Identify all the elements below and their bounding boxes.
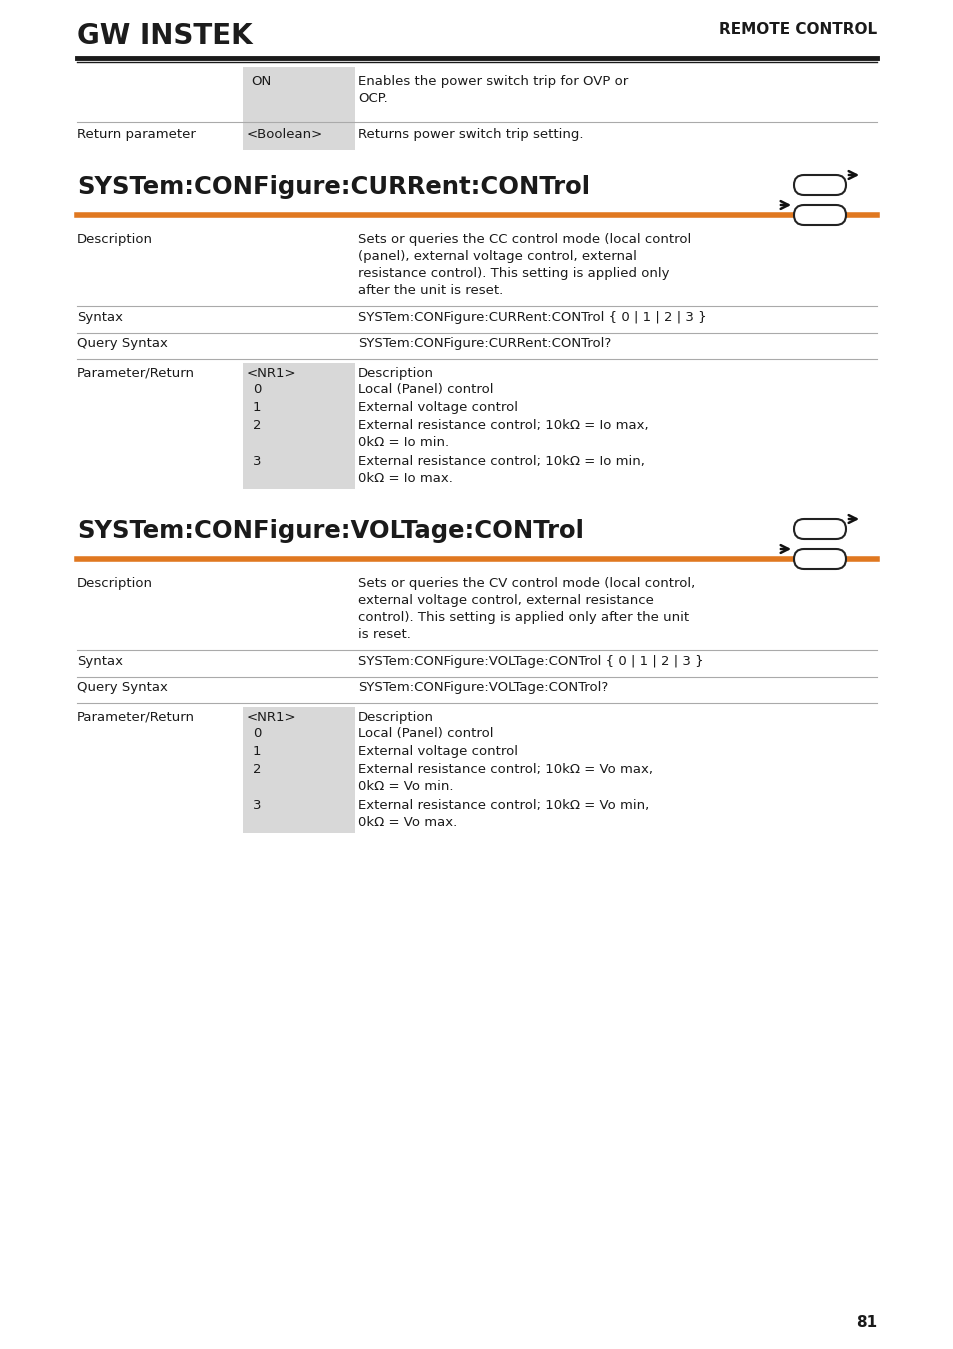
FancyBboxPatch shape (793, 205, 845, 225)
Text: 0: 0 (253, 727, 261, 741)
Text: Enables the power switch trip for OVP or
OCP.: Enables the power switch trip for OVP or… (357, 76, 628, 105)
Text: <NR1>: <NR1> (247, 711, 296, 724)
Text: External resistance control; 10kΩ = Vo max,
0kΩ = Vo min.: External resistance control; 10kΩ = Vo m… (357, 764, 652, 793)
Text: SYSTem:CONFigure:VOLTage:CONTrol?: SYSTem:CONFigure:VOLTage:CONTrol? (357, 681, 608, 693)
Text: Sets or queries the CV control mode (local control,
external voltage control, ex: Sets or queries the CV control mode (loc… (357, 577, 695, 641)
Text: External resistance control; 10kΩ = Io min,
0kΩ = Io max.: External resistance control; 10kΩ = Io m… (357, 455, 644, 486)
Text: SYSTem:CONFigure:VOLTage:CONTrol: SYSTem:CONFigure:VOLTage:CONTrol (77, 519, 583, 544)
Text: Syntax: Syntax (77, 312, 123, 324)
FancyBboxPatch shape (793, 549, 845, 569)
Text: Description: Description (357, 711, 434, 724)
Text: SYSTem:CONFigure:VOLTage:CONTrol { 0 | 1 | 2 | 3 }: SYSTem:CONFigure:VOLTage:CONTrol { 0 | 1… (357, 656, 703, 668)
Text: 81: 81 (855, 1315, 876, 1330)
Text: Local (Panel) control: Local (Panel) control (357, 383, 493, 397)
Text: External resistance control; 10kΩ = Vo min,
0kΩ = Vo max.: External resistance control; 10kΩ = Vo m… (357, 799, 649, 830)
Bar (243, 363, 355, 488)
Text: Parameter/Return: Parameter/Return (77, 367, 194, 380)
FancyBboxPatch shape (793, 519, 845, 540)
Text: SYSTem:CONFigure:CURRent:CONTrol: SYSTem:CONFigure:CURRent:CONTrol (77, 175, 589, 200)
Text: Return parameter: Return parameter (77, 128, 195, 142)
Bar (243, 121, 355, 150)
Text: SYSTem:CONFigure:CURRent:CONTrol?: SYSTem:CONFigure:CURRent:CONTrol? (357, 337, 611, 349)
Text: REMOTE CONTROL: REMOTE CONTROL (719, 22, 876, 36)
Text: Description: Description (77, 233, 152, 246)
Text: Syntax: Syntax (77, 656, 123, 668)
Text: GW INSTEK: GW INSTEK (77, 22, 253, 50)
Text: 0: 0 (253, 383, 261, 397)
Text: 1: 1 (253, 401, 261, 414)
Text: Description: Description (77, 577, 152, 590)
Text: Local (Panel) control: Local (Panel) control (357, 727, 493, 741)
Text: Query Syntax: Query Syntax (77, 337, 168, 349)
Text: Parameter/Return: Parameter/Return (77, 711, 194, 724)
Text: Description: Description (357, 367, 434, 380)
Text: 2: 2 (253, 764, 261, 776)
Text: <Boolean>: <Boolean> (247, 128, 323, 142)
Text: SYSTem:CONFigure:CURRent:CONTrol { 0 | 1 | 2 | 3 }: SYSTem:CONFigure:CURRent:CONTrol { 0 | 1… (357, 312, 706, 324)
Text: Returns power switch trip setting.: Returns power switch trip setting. (357, 128, 583, 142)
Text: 1: 1 (253, 745, 261, 758)
FancyBboxPatch shape (793, 175, 845, 196)
Text: External voltage control: External voltage control (357, 401, 517, 414)
Text: 2: 2 (253, 420, 261, 432)
Text: <NR1>: <NR1> (247, 367, 296, 380)
Text: 3: 3 (253, 455, 261, 468)
Bar (243, 707, 355, 832)
Text: Query Syntax: Query Syntax (77, 681, 168, 693)
Text: External resistance control; 10kΩ = Io max,
0kΩ = Io min.: External resistance control; 10kΩ = Io m… (357, 420, 648, 449)
Text: ON: ON (251, 76, 271, 88)
Text: 3: 3 (253, 799, 261, 812)
Text: External voltage control: External voltage control (357, 745, 517, 758)
Text: Sets or queries the CC control mode (local control
(panel), external voltage con: Sets or queries the CC control mode (loc… (357, 233, 691, 297)
Bar (243, 67, 355, 121)
